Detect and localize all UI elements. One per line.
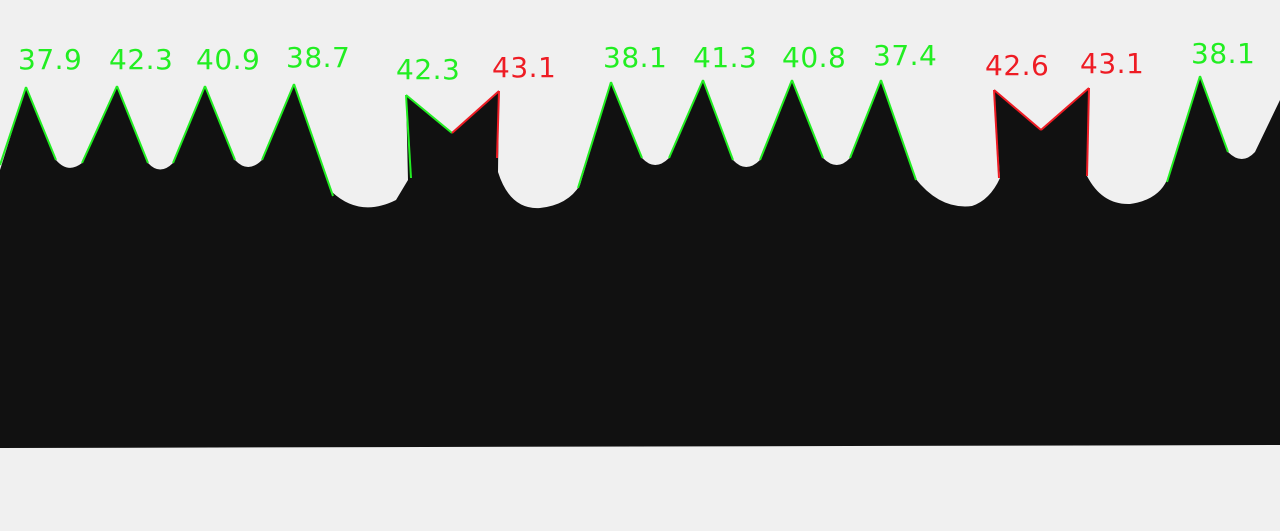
measurement-label-10: 37.4 [873, 39, 938, 72]
tooth-edge-line-19 [849, 79, 882, 159]
tooth-edge-line-11 [451, 90, 500, 134]
tooth-edge-line-2 [25, 86, 57, 161]
tooth-edge-line-14 [610, 81, 643, 159]
measurement-label-5: 42.3 [396, 53, 461, 86]
measurement-label-12: 43.1 [1080, 47, 1145, 80]
tooth-edge-line-9 [405, 94, 412, 179]
tooth-edge-line-1 [0, 86, 27, 166]
tooth-edge-line-7 [261, 83, 295, 161]
measurement-label-3: 40.9 [196, 43, 261, 76]
measurement-label-1: 37.9 [18, 43, 83, 76]
blade-profile [0, 76, 1280, 448]
tooth-edge-line-26 [1199, 75, 1229, 153]
measurement-label-9: 40.8 [782, 41, 847, 74]
tooth-edge-line-22 [993, 89, 1042, 131]
tooth-edge-line-18 [791, 79, 824, 159]
tooth-edge-line-8 [293, 83, 334, 197]
tooth-edge-line-3 [81, 85, 118, 164]
tooth-edge-line-23 [1040, 87, 1090, 131]
measurement-label-7: 38.1 [603, 41, 668, 74]
measurement-label-4: 38.7 [286, 41, 351, 74]
measurement-label-8: 41.3 [693, 41, 758, 74]
tooth-edge-line-4 [116, 85, 149, 164]
tooth-edge-line-21 [993, 89, 1000, 179]
tooth-edge-line-20 [880, 79, 917, 181]
tooth-edge-line-6 [204, 85, 236, 161]
measurement-label-6: 43.1 [492, 51, 557, 84]
tooth-edge-line-24 [1086, 87, 1090, 177]
measurement-label-11: 42.6 [985, 49, 1050, 82]
tooth-edge-line-15 [668, 79, 704, 159]
tooth-edge-line-10 [405, 94, 453, 134]
tooth-edge-line-12 [496, 90, 500, 159]
measurement-label-2: 42.3 [109, 43, 174, 76]
tooth-edge-line-5 [172, 85, 206, 164]
tooth-edge-line-25 [1166, 75, 1201, 183]
tooth-edge-line-13 [577, 81, 612, 189]
tooth-edge-line-17 [759, 79, 793, 161]
measurement-label-13: 38.1 [1191, 37, 1256, 70]
tooth-edge-line-16 [702, 79, 734, 161]
